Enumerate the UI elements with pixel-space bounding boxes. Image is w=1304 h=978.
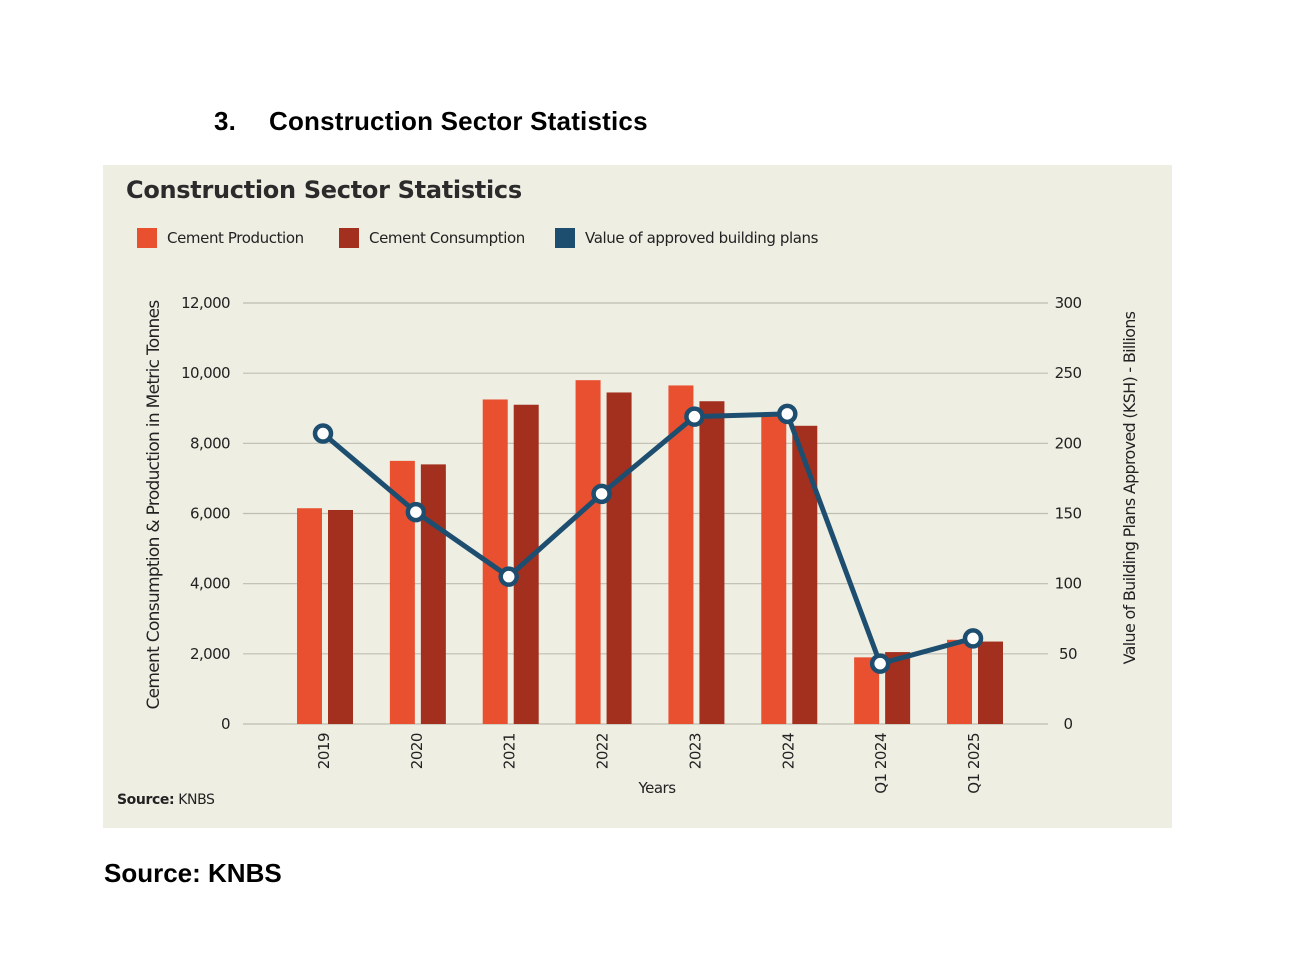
x-tick-label: 2023 bbox=[686, 733, 704, 769]
point-building-plans bbox=[498, 566, 519, 587]
bar-cement-consumption bbox=[978, 641, 1003, 724]
y-tick-label: 12,000 bbox=[181, 294, 230, 312]
x-tick-label: Q1 2025 bbox=[965, 733, 983, 794]
point-building-plans bbox=[869, 653, 891, 674]
x-tick-label: 2024 bbox=[779, 733, 797, 769]
legend-swatch-building-plans bbox=[555, 228, 575, 248]
document-source: Source: KNBS bbox=[104, 858, 282, 888]
y2-tick-label: 100 bbox=[1055, 575, 1082, 593]
bar-cement-consumption bbox=[606, 392, 632, 724]
x-tick-label: Q1 2024 bbox=[872, 733, 890, 794]
section-heading: 3. Construction Sector Statistics bbox=[214, 106, 648, 137]
section-title: Construction Sector Statistics bbox=[269, 106, 648, 136]
bar-cement-consumption bbox=[420, 464, 446, 724]
section-number: 3. bbox=[214, 106, 237, 136]
bar-cement-consumption bbox=[328, 509, 353, 724]
chart-plot: 0 2,000 4,000 6,000 8,000 10,000 12,000 0 50 100 1… bbox=[144, 294, 1139, 797]
x-tick-label: 2020 bbox=[408, 733, 426, 769]
legend-item-building-plans: Value of approved building plans bbox=[555, 228, 818, 248]
x-tick-label: 2022 bbox=[594, 733, 612, 769]
line-building-plans bbox=[321, 411, 974, 667]
bar-cement-production bbox=[947, 639, 972, 724]
point-building-plans bbox=[405, 501, 427, 523]
chart-panel: Construction Sector Statistics Cement Pr… bbox=[103, 165, 1172, 828]
y2-tick-label: 0 bbox=[1064, 715, 1073, 733]
bar-cement-production bbox=[668, 385, 694, 724]
y-tick-label: 4,000 bbox=[190, 575, 230, 593]
legend-item-cement-consumption: Cement Consumption bbox=[339, 228, 525, 248]
point-building-plans bbox=[777, 403, 798, 425]
y2-tick-label: 300 bbox=[1055, 294, 1082, 312]
y2-tick-label: 200 bbox=[1055, 434, 1082, 452]
legend-label-cement-consumption: Cement Consumption bbox=[369, 229, 525, 247]
legend-swatch-cement-production bbox=[137, 228, 157, 248]
bar-cement-production bbox=[761, 413, 787, 724]
bar-cement-production bbox=[575, 380, 601, 724]
legend-label-cement-production: Cement Production bbox=[167, 229, 304, 247]
y-tick-label: 2,000 bbox=[190, 645, 230, 663]
y2-tick-label: 50 bbox=[1059, 645, 1077, 663]
y-axis-label: Cement Consumption & Production in Metri… bbox=[144, 300, 164, 710]
y-tick-label: 8,000 bbox=[190, 434, 230, 452]
legend-item-cement-production: Cement Production bbox=[137, 228, 304, 248]
chart-title: Construction Sector Statistics bbox=[126, 176, 522, 204]
point-building-plans bbox=[591, 483, 612, 505]
bar-cement-production bbox=[297, 508, 322, 724]
y-tick-label: 6,000 bbox=[190, 505, 230, 523]
bar-cement-consumption bbox=[792, 425, 818, 724]
y2-tick-label: 150 bbox=[1055, 505, 1082, 523]
panel-source-label: Source: bbox=[117, 792, 175, 808]
x-tick-label: 2019 bbox=[315, 733, 333, 769]
panel-source-value: KNBS bbox=[178, 792, 215, 808]
y-tick-label: 10,000 bbox=[181, 364, 230, 382]
legend-swatch-cement-consumption bbox=[339, 228, 359, 248]
y2-axis-label: Value of Building Plans Approved (KSH) -… bbox=[1120, 311, 1139, 664]
y-tick-label: 0 bbox=[221, 715, 230, 733]
panel-source: Source: KNBS bbox=[117, 792, 215, 808]
x-tick-label: 2021 bbox=[501, 733, 519, 769]
x-axis-label: Years bbox=[637, 779, 676, 797]
point-building-plans bbox=[684, 406, 705, 427]
y2-tick-label: 250 bbox=[1055, 364, 1082, 382]
legend-label-building-plans: Value of approved building plans bbox=[585, 229, 819, 247]
bar-cement-consumption bbox=[699, 401, 725, 724]
point-building-plans bbox=[312, 423, 334, 444]
point-building-plans bbox=[962, 628, 984, 649]
